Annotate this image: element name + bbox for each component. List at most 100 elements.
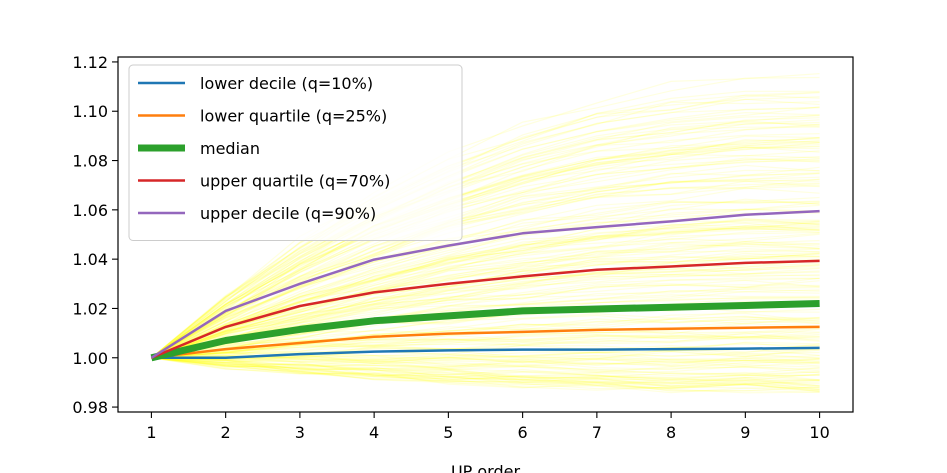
background-trace (151, 219, 820, 359)
background-trace (151, 357, 820, 390)
background-trace (151, 138, 820, 359)
background-trace (151, 357, 820, 387)
background-trace (151, 187, 820, 359)
background-trace (151, 252, 820, 359)
background-trace (151, 248, 820, 359)
x-axis: 1 2 3 4 5 6 7 8 9 10 (146, 412, 830, 442)
background-trace (151, 314, 820, 359)
background-trace (151, 243, 820, 359)
background-trace (151, 250, 820, 359)
background-trace (151, 222, 820, 359)
legend-label-1: lower quartile (q=25%) (200, 107, 387, 126)
background-trace (151, 335, 820, 359)
background-trace (151, 218, 820, 359)
series-line-2 (150, 300, 820, 362)
series-line-0 (151, 346, 820, 360)
background-trace (151, 273, 820, 359)
background-trace (151, 160, 820, 359)
background-trace (151, 346, 820, 359)
background-trace (151, 357, 820, 381)
background-trace (151, 357, 820, 392)
background-trace (151, 357, 820, 378)
background-trace (151, 357, 820, 384)
background-trace (151, 357, 820, 383)
background-trace (151, 255, 820, 359)
legend-label-0: lower decile (q=10%) (200, 74, 373, 93)
background-trace (151, 117, 820, 359)
background-trace (151, 357, 820, 388)
y-tick-label: 1.10 (72, 102, 108, 121)
background-trace (151, 265, 820, 359)
background-trace (151, 289, 820, 359)
background-trace (151, 90, 820, 359)
background-trace (151, 133, 820, 359)
background-trace (151, 217, 820, 359)
background-trace (151, 119, 820, 359)
background-trace (151, 114, 820, 359)
background-trace (151, 139, 820, 359)
series-line-3 (150, 259, 820, 359)
background-trace (151, 106, 820, 359)
background-trace (151, 326, 820, 359)
background-trace (151, 137, 820, 359)
background-trace (151, 357, 820, 377)
background-trace (151, 198, 820, 359)
background-trace (151, 200, 820, 359)
background-trace (151, 357, 820, 391)
background-trace (151, 357, 820, 381)
background-trace (151, 73, 820, 359)
background-trace (151, 107, 820, 359)
background-trace (151, 172, 820, 359)
background-trace (151, 169, 820, 359)
background-trace (151, 357, 820, 367)
background-trace (151, 267, 820, 359)
background-trace (151, 111, 820, 359)
background-trace (151, 357, 820, 384)
y-axis: 0.98 1.00 1.02 1.04 1.06 1.08 1.10 1.12 (72, 53, 118, 417)
background-trace (151, 357, 820, 382)
background-trace (151, 142, 820, 359)
legend-box (128, 64, 463, 241)
y-tick-label: 1.04 (72, 250, 108, 269)
background-trace (151, 357, 820, 394)
x-tick-label: 6 (518, 423, 528, 442)
background-trace (151, 328, 820, 359)
background-trace (151, 357, 820, 385)
legend-label-3: upper quartile (q=70%) (200, 172, 390, 191)
background-trace (151, 355, 820, 368)
x-tick-label: 5 (443, 423, 453, 442)
background-trace (151, 106, 820, 359)
background-trace (151, 136, 820, 359)
background-trace (151, 158, 820, 359)
background-trace (151, 231, 820, 359)
background-trace (151, 212, 820, 359)
background-trace (151, 241, 820, 359)
background-trace (151, 357, 820, 373)
background-trace (151, 335, 820, 359)
background-trace (151, 232, 820, 359)
background-trace (151, 145, 820, 359)
x-tick-label: 10 (809, 423, 829, 442)
background-trace (151, 178, 820, 359)
background-trace (151, 243, 820, 359)
background-trace (151, 180, 820, 359)
background-trace (151, 121, 820, 359)
background-trace (151, 357, 820, 387)
background-trace (151, 225, 820, 359)
background-trace (151, 335, 820, 359)
y-tick-label: 1.06 (72, 201, 108, 220)
background-trace (151, 141, 820, 359)
background-trace (151, 332, 820, 359)
background-trace (151, 76, 820, 359)
background-trace (151, 357, 820, 375)
background-trace (151, 318, 820, 359)
background-trace (151, 349, 820, 360)
background-trace (151, 157, 820, 359)
plot-frame (117, 56, 854, 413)
y-tick-label: 1.02 (72, 299, 108, 318)
background-trace (151, 242, 820, 359)
x-tick-label: 4 (369, 423, 379, 442)
background-trace (151, 150, 820, 359)
background-trace (151, 331, 820, 359)
y-tick-label: 0.98 (72, 398, 108, 417)
